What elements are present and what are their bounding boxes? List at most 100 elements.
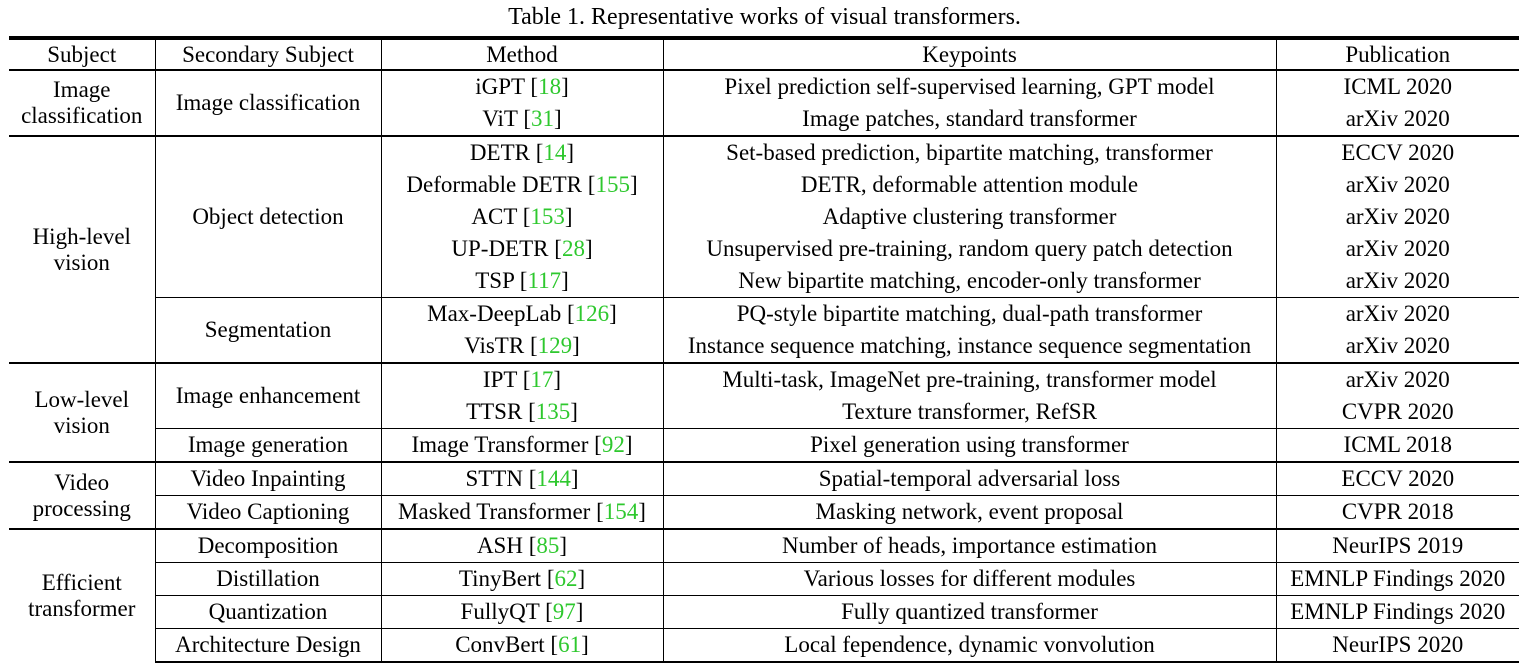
- secondary-subject-cell: Distillation: [154, 562, 381, 596]
- table-row: Quantization FullyQT [97] Fully quantized …: [9, 595, 1519, 629]
- citation-link[interactable]: 14: [543, 140, 567, 165]
- citation-link[interactable]: 97: [552, 599, 576, 624]
- citation-link[interactable]: 154: [603, 499, 639, 524]
- publication-cell: arXiv 2020: [1275, 330, 1519, 363]
- keypoints-cell: New bipartite matching, encoder-only tra…: [662, 265, 1276, 298]
- citation-link[interactable]: 117: [527, 268, 562, 293]
- method-name: ViT: [482, 106, 518, 131]
- publication-cell: EMNLP Findings 2020: [1275, 562, 1519, 596]
- citation-link[interactable]: 17: [530, 367, 554, 392]
- header-row: Subject Secondary Subject Method Keypoin…: [9, 36, 1519, 71]
- keypoints-cell: Set-based prediction, bipartite matching…: [662, 135, 1276, 169]
- method-cell: DETR [14]: [380, 135, 663, 169]
- keypoints-cell: Multi-task, ImageNet pre-training, trans…: [662, 362, 1276, 396]
- subject-cell: Video processing: [9, 461, 155, 529]
- method-cell: IPT [17]: [380, 362, 663, 396]
- method-cell: TTSR [135]: [380, 396, 663, 429]
- publication-cell: arXiv 2020: [1275, 103, 1519, 136]
- keypoints-cell: Pixel prediction self-supervised learnin…: [662, 69, 1276, 103]
- subject-text-line: classification: [21, 103, 143, 128]
- table-row: Architecture Design ConvBert [61] Local fe…: [9, 628, 1519, 663]
- method-cell: iGPT [18]: [380, 69, 663, 103]
- citation-link[interactable]: 31: [531, 106, 554, 131]
- subject-text-line: vision: [53, 249, 110, 275]
- method-name: DETR: [469, 140, 530, 165]
- table-row: Distillation TinyBert [62] Various losses …: [9, 562, 1519, 596]
- table-row: High-level vision Object detection DETR [14…: [9, 135, 1519, 363]
- keypoints-cell: Various losses for different modules: [662, 562, 1276, 596]
- table-row: Low-level vision Image enhancement IPT [17]…: [9, 362, 1519, 462]
- method-name: iGPT: [475, 74, 525, 99]
- citation-link[interactable]: 62: [554, 566, 578, 591]
- citation-link[interactable]: 85: [536, 533, 560, 558]
- keypoints-cell: Instance sequence matching, instance seq…: [662, 330, 1276, 363]
- keypoints-cell: Spatial-temporal adversarial loss: [662, 461, 1276, 496]
- keypoints-cell: Unsupervised pre-training, random query …: [662, 233, 1276, 265]
- publication-cell: ICML 2020: [1275, 69, 1519, 103]
- table-row: Deformable DETR [155] DETR, deformable at…: [9, 169, 1519, 201]
- method-name: VisTR: [464, 333, 525, 358]
- header-method: Method: [380, 36, 663, 71]
- header-subject: Subject: [9, 36, 155, 71]
- subject-cell: Image classification: [9, 69, 155, 136]
- publication-cell: arXiv 2020: [1275, 362, 1519, 396]
- method-cell: ACT [153]: [380, 201, 663, 233]
- method-cell: FullyQT [97]: [380, 595, 663, 629]
- keypoints-cell: Texture transformer, RefSR: [662, 396, 1276, 429]
- citation-link[interactable]: 129: [537, 333, 573, 358]
- method-name: ASH: [476, 533, 523, 558]
- table-row: Efficient transformer Decomposition ASH [85…: [9, 528, 1519, 662]
- table-row: Video Captioning Masked Transformer [154]…: [9, 495, 1519, 529]
- table-body: Image classification Image classification i…: [9, 69, 1519, 663]
- publication-cell: EMNLP Findings 2020: [1275, 595, 1519, 629]
- table-caption: Table 1. Representative works of visual …: [508, 4, 1021, 30]
- publication-cell: arXiv 2020: [1275, 265, 1519, 298]
- method-name: IPT: [482, 367, 517, 392]
- publication-cell: arXiv 2020: [1275, 233, 1519, 265]
- table-row: TSP [117] New bipartite matching, encoder…: [9, 265, 1519, 298]
- subject-text-line: Efficient: [41, 570, 122, 595]
- publication-cell: arXiv 2020: [1275, 297, 1519, 330]
- citation-link[interactable]: 126: [574, 301, 610, 326]
- keypoints-cell: Masking network, event proposal: [662, 495, 1276, 529]
- method-cell: Image Transformer [92]: [380, 428, 663, 462]
- method-name: ACT: [471, 204, 517, 229]
- secondary-subject-cell: Image enhancement: [154, 362, 381, 429]
- method-name: TinyBert: [458, 566, 542, 591]
- secondary-subject-cell: Segmentation: [154, 297, 381, 363]
- keypoints-cell: Fully quantized transformer: [662, 595, 1276, 629]
- subject-cell: Efficient transformer: [9, 528, 155, 662]
- subject-text-line: Video: [54, 469, 110, 495]
- citation-link[interactable]: 153: [530, 204, 565, 229]
- table-row: Segmentation Max-DeepLab [126] PQ-style bi…: [9, 297, 1519, 363]
- citation-link[interactable]: 135: [535, 399, 571, 424]
- table-row: Image classification Image classification i…: [9, 69, 1519, 136]
- citation-link[interactable]: 28: [561, 236, 585, 261]
- citation-link[interactable]: 155: [595, 172, 630, 197]
- keypoints-cell: Pixel generation using transformer: [662, 428, 1276, 462]
- method-name: Max-DeepLab: [427, 301, 562, 326]
- secondary-subject-cell: Architecture Design: [154, 628, 381, 663]
- publication-cell: ECCV 2020: [1275, 461, 1519, 496]
- secondary-subject-cell: Video Captioning: [154, 495, 381, 529]
- method-name: Deformable DETR: [406, 172, 583, 197]
- keypoints-cell: PQ-style bipartite matching, dual-path t…: [662, 297, 1276, 330]
- citation-link[interactable]: 144: [536, 466, 571, 491]
- method-name: ConvBert: [455, 632, 545, 657]
- publication-cell: ECCV 2020: [1275, 135, 1519, 169]
- publication-cell: arXiv 2020: [1275, 201, 1519, 233]
- method-cell: Deformable DETR [155]: [380, 169, 663, 201]
- citation-link[interactable]: 18: [538, 74, 562, 99]
- citation-link[interactable]: 61: [558, 632, 582, 657]
- table-row: UP-DETR [28] Unsupervised pre-training, r…: [9, 233, 1519, 265]
- table-row: VisTR [129] Instance sequence matching, i…: [9, 330, 1519, 363]
- method-cell: ViT [31]: [380, 103, 663, 136]
- works-table: Subject Secondary Subject Method Keypoin…: [9, 36, 1519, 663]
- secondary-subject-cell: Image generation: [154, 428, 381, 462]
- citation-link[interactable]: 92: [601, 432, 625, 457]
- subject-text-line: High-level: [32, 223, 131, 249]
- method-cell: STTN [144]: [380, 461, 663, 496]
- method-name: TTSR: [466, 399, 523, 424]
- keypoints-cell: Local fependence, dynamic vonvolution: [662, 628, 1276, 663]
- publication-cell: arXiv 2020: [1275, 169, 1519, 201]
